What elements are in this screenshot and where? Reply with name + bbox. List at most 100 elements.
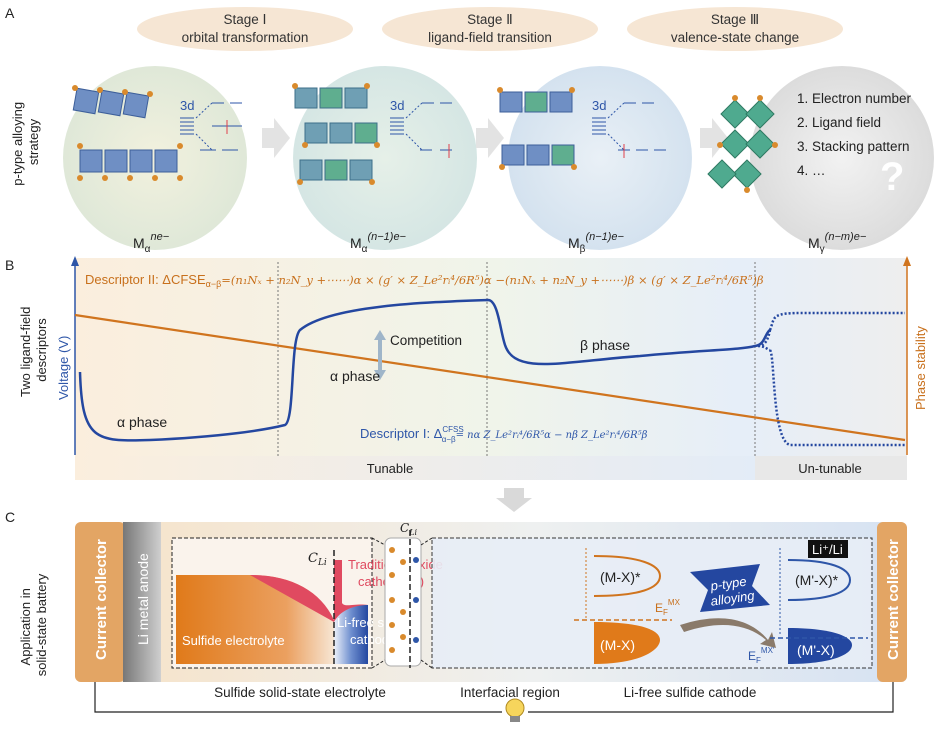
mpx-label: (M'-X) — [797, 642, 835, 658]
beta-phase-label: β phase — [580, 337, 630, 353]
sulfide-electrolyte-label: Sulfide electrolyte — [182, 633, 285, 648]
stage-1-title: Stage Ⅰ — [223, 12, 266, 27]
anode-label: Li metal anode — [135, 553, 151, 645]
orbital-label: 3d — [390, 98, 404, 113]
stability-axis-label: Phase stability — [913, 326, 928, 410]
stage-1-bubble — [137, 7, 353, 51]
fermi-mpx-label: EFMX' — [748, 646, 775, 665]
interfacial-region-label: Interfacial region — [460, 685, 560, 700]
descriptor-1: Descriptor I: ΔCFSS α−β= nα Z_Le²rᵢ⁴/6R⁵α… — [360, 425, 648, 444]
mx-label: (M-X) — [600, 637, 635, 653]
stage-1-subtitle: orbital transformation — [182, 30, 309, 45]
stability-axis-arrow-icon — [903, 256, 911, 266]
orbital-diagram-1: 3d — [180, 98, 242, 151]
competition-arrow-icon — [374, 330, 386, 380]
voltage-axis-arrow-icon — [71, 256, 79, 266]
stage-2-subtitle: ligand-field transition — [428, 30, 552, 45]
phase-label-4: Mγ(n−m)e− — [808, 231, 867, 255]
tunable-region-bar — [75, 456, 755, 480]
panel-b-side-label: Two ligand-field descriptors — [18, 303, 49, 397]
li-free-cathode-region — [334, 605, 368, 664]
question-mark: ? — [880, 155, 904, 199]
factor-item: 4. … — [797, 163, 826, 178]
phase-circle-4 — [750, 66, 934, 250]
panel-c-side-label: Application in solid-state battery — [18, 573, 49, 676]
crystal-structure-1 — [72, 85, 183, 181]
interface-atoms — [389, 547, 406, 653]
descriptor-2: Descriptor II: ΔCFSEα−β=(n₁Nₓ + n₂N_y +⋯… — [85, 272, 764, 289]
competition-label: Competition — [390, 333, 462, 348]
down-arrow-icon — [496, 488, 532, 512]
stage-3-subtitle: valence-state change — [671, 30, 799, 45]
phase-circle-2 — [293, 66, 477, 250]
alpha-phase-label-low: α phase — [117, 414, 167, 430]
alloying-badge — [690, 564, 770, 612]
panel-a-side-label: p-type alloying strategy — [10, 98, 41, 185]
electrolyte-region-label: Sulfide solid-state electrolyte — [214, 685, 386, 700]
li-ref-label: Li⁺/Li — [812, 542, 843, 557]
alloying-label: p-typealloying — [708, 573, 757, 609]
left-current-collector — [75, 522, 125, 682]
alpha-phase-label-mid: α phase — [330, 368, 380, 384]
orbital-diagram-2: 3d — [390, 98, 452, 158]
interface-c-li-label: CLi — [400, 521, 418, 537]
factor-item: 2. Ligand field — [797, 115, 881, 130]
untunable-region-bar — [755, 456, 907, 480]
stage-2-title: Stage Ⅱ — [467, 12, 513, 27]
orbital-diagram-3: 3d — [592, 98, 666, 158]
crystal-structure-4 — [707, 95, 778, 193]
side-label-line1: p-type alloying — [10, 102, 25, 186]
arrow-icon — [476, 118, 504, 158]
right-current-collector — [877, 522, 907, 682]
side-label-line2: strategy — [26, 118, 41, 165]
voltage-curve-untunable — [757, 311, 905, 447]
panel-b-label: B — [5, 257, 14, 273]
untunable-label: Un-tunable — [798, 461, 862, 476]
stage-headers: Stage Ⅰ orbital transformation Stage Ⅱ l… — [137, 7, 843, 51]
curved-arrow-icon — [680, 618, 776, 648]
light-bulb-icon — [505, 698, 525, 722]
external-circuit — [94, 682, 894, 713]
stage-2-bubble — [382, 7, 598, 51]
panel-c-label: C — [5, 509, 15, 525]
mx-antibonding-band — [593, 555, 662, 597]
zoom-lines — [371, 537, 433, 669]
crystal-structure-3 — [497, 87, 577, 170]
factor-item: 3. Stacking pattern — [797, 139, 910, 154]
li-ref-badge — [808, 540, 848, 558]
phase-stability-line — [74, 313, 906, 442]
left-current-collector-label: Current collector — [93, 539, 110, 660]
mx-star-label: (M-X)* — [600, 569, 641, 585]
oxide-cathode-region — [250, 560, 368, 622]
phase-label-2: Mα(n−1)e− — [350, 231, 407, 255]
right-current-collector-label: Current collector — [885, 539, 902, 660]
mpx-bonding-band — [788, 628, 852, 664]
mpx-antibonding-band — [787, 559, 852, 601]
arrow-icon — [262, 118, 290, 158]
cathode-region-label: Li-free sulfide cathode — [624, 685, 757, 700]
phase-label-3: Mβ(n−1)e− — [568, 231, 625, 255]
factor-item: 1. Electron number — [797, 91, 912, 106]
region-dividers — [277, 262, 756, 456]
phase-label-1: Mαne− — [133, 231, 170, 255]
arrow-icon — [700, 118, 728, 158]
li-anode — [123, 522, 161, 682]
mx-bonding-band — [594, 622, 660, 664]
stage-3-title: Stage Ⅲ — [711, 12, 759, 27]
panel-a-label: A — [5, 5, 15, 21]
stage-3-bubble — [627, 7, 843, 51]
orbital-label: 3d — [592, 98, 606, 113]
orbital-label: 3d — [180, 98, 194, 113]
c-li-label: CLi — [308, 551, 327, 568]
factor-list: 1. Electron number 2. Ligand field 3. St… — [797, 91, 912, 199]
tunable-label: Tunable — [367, 461, 414, 476]
interface-structure — [384, 537, 422, 667]
phase-labels: Mαne− Mα(n−1)e− Mβ(n−1)e− Mγ(n−m)e− — [133, 231, 867, 255]
voltage-curve — [78, 298, 771, 442]
fermi-mx-label: EFMX — [655, 598, 681, 617]
stage-arrows — [262, 118, 728, 158]
voltage-axis-label: Voltage (V) — [56, 336, 71, 400]
mpx-star-label: (M'-X)* — [795, 572, 839, 588]
plot-background — [75, 258, 907, 456]
